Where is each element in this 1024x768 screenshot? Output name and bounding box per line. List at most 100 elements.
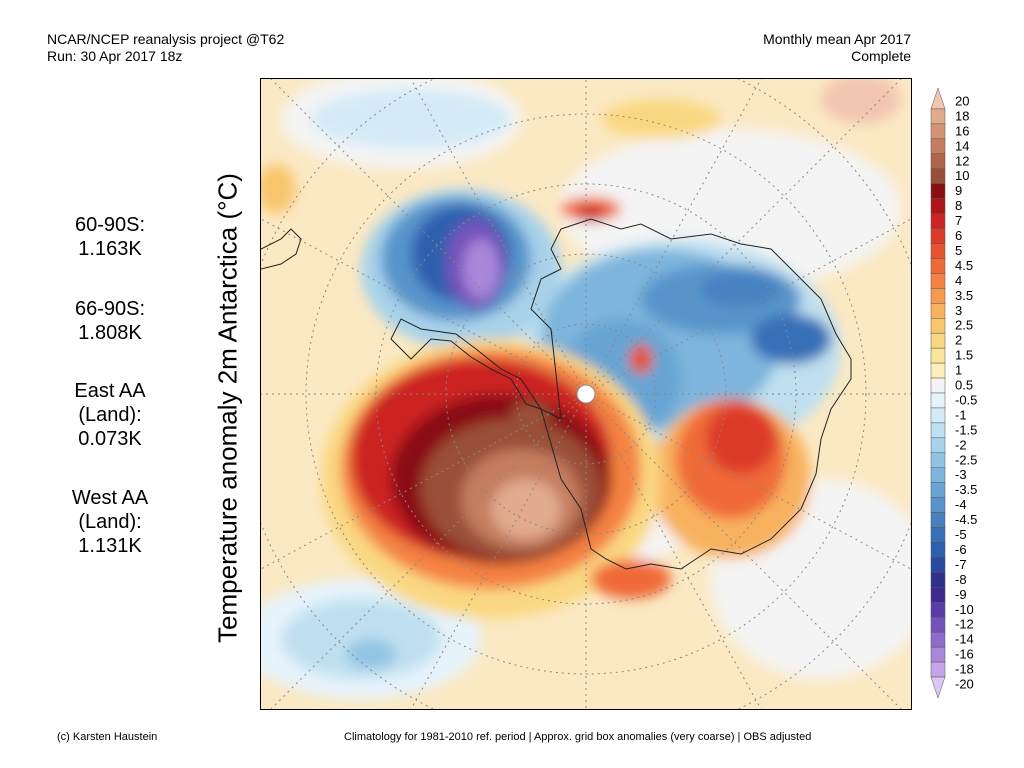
stat-east-aa: East AA (Land): 0.073K (60, 379, 160, 451)
stat-west-aa: West AA (Land): 1.131K (60, 486, 160, 558)
colorbar-swatch (930, 288, 946, 304)
colorbar-tick-label: -9 (955, 587, 967, 602)
period-title: Monthly mean Apr 2017 (763, 31, 911, 47)
colorbar-swatch (930, 542, 946, 558)
header-left: NCAR/NCEP reanalysis project @T62 Run: 3… (47, 31, 284, 65)
south-america-coastline (261, 228, 302, 270)
colorbar-tick-label: 18 (955, 108, 969, 123)
colorbar-tick-label: 4.5 (955, 258, 973, 273)
header-right: Monthly mean Apr 2017 Complete (763, 31, 911, 65)
colorbar-swatch (930, 198, 946, 214)
colorbar-swatch (930, 183, 946, 199)
credit-text: (c) Karsten Haustein (57, 731, 158, 743)
stat-label-sub: (Land): (78, 404, 142, 426)
completeness-status: Complete (851, 48, 911, 64)
colorbar: 201816141210987654.543.532.521.510.5-0.5… (930, 87, 977, 699)
colorbar-swatch (930, 587, 946, 603)
colorbar-tick-label: 3 (955, 303, 962, 318)
colorbar-tick-label: 5 (955, 243, 962, 258)
colorbar-swatch (930, 303, 946, 319)
colorbar-tick-label: -1 (955, 407, 967, 422)
colorbar-swatch (930, 482, 946, 498)
anomaly-map (260, 78, 912, 710)
stat-value: 1.131K (78, 535, 142, 557)
colorbar-tick-label: -6 (955, 542, 967, 557)
colorbar-tick-label: 3.5 (955, 288, 973, 303)
colorbar-tick-label: 16 (955, 123, 969, 138)
colorbar-tick-label: 1.5 (955, 348, 973, 363)
colorbar-swatch (930, 108, 946, 125)
stat-60-90s: 60-90S: 1.163K (60, 213, 160, 261)
colorbar-tick-label: 12 (955, 153, 969, 168)
colorbar-tick-label: -1.5 (955, 422, 977, 437)
stat-value: 1.163K (78, 238, 142, 260)
colorbar-swatch (930, 497, 946, 513)
colorbar-tick-label: 0.5 (955, 378, 973, 393)
colorbar-tick-label: -18 (955, 662, 974, 677)
colorbar-swatch (930, 467, 946, 483)
stat-label-sub: (Land): (78, 511, 142, 533)
colorbar-swatch (930, 407, 946, 424)
colorbar-swatch (930, 661, 946, 678)
stat-label: 60-90S: (74, 214, 146, 236)
colorbar-tick-label: -8 (955, 572, 967, 587)
colorbar-swatch (930, 243, 946, 259)
stat-label: East AA (74, 380, 146, 402)
colorbar-tick-label: 4 (955, 273, 962, 288)
colorbar-swatch (930, 228, 946, 244)
stat-value: 1.808K (78, 322, 142, 344)
stat-label: West AA (71, 487, 149, 509)
colorbar-tick-label: -3 (955, 467, 967, 482)
colorbar-tick-label: 9 (955, 183, 962, 198)
colorbar-swatch (930, 123, 946, 140)
colorbar-tick-label: -5 (955, 527, 967, 542)
colorbar-swatch (930, 318, 946, 334)
colorbar-swatch (930, 87, 946, 110)
colorbar-tick-label: 2.5 (955, 318, 973, 333)
antarctica-coastline (390, 218, 852, 570)
colorbar-swatch (930, 646, 946, 663)
colorbar-swatch (930, 422, 946, 439)
stat-value: 0.073K (78, 428, 142, 450)
colorbar-swatch (930, 512, 946, 528)
colorbar-swatch (930, 362, 946, 379)
map-variable-label: Temperature anomaly 2m Antarctica (°C) (212, 173, 243, 643)
stat-66-90s: 66-90S: 1.808K (60, 297, 160, 345)
colorbar-tick-label: -3.5 (955, 482, 977, 497)
graticule (261, 79, 911, 709)
footnote-text: Climatology for 1981-2010 ref. period | … (344, 731, 812, 743)
colorbar-swatch (930, 557, 946, 573)
colorbar-tick-label: -4 (955, 497, 967, 512)
colorbar-swatch (930, 602, 946, 618)
colorbar-tick-label: 2 (955, 333, 962, 348)
run-time: Run: 30 Apr 2017 18z (47, 48, 183, 64)
colorbar-tick-label: -7 (955, 557, 967, 572)
colorbar-tick-label: -2 (955, 437, 967, 452)
colorbar-tick-label: -2.5 (955, 452, 977, 467)
colorbar-swatch (930, 631, 946, 648)
anomaly-field (261, 79, 911, 699)
colorbar-swatch (930, 168, 946, 184)
colorbar-swatch (930, 258, 946, 274)
colorbar-tick-label: -16 (955, 647, 974, 662)
colorbar-tick-label: -10 (955, 602, 974, 617)
colorbar-swatch (930, 332, 946, 349)
colorbar-tick-label: 8 (955, 198, 962, 213)
colorbar-tick-label: 20 (955, 93, 969, 108)
colorbar-swatch (930, 153, 946, 170)
colorbar-tick-label: 14 (955, 138, 969, 153)
colorbar-swatch (930, 347, 946, 364)
colorbar-tick-label: -0.5 (955, 392, 977, 407)
colorbar-tick-label: 10 (955, 168, 969, 183)
colorbar-swatch (930, 527, 946, 543)
map-canvas (261, 79, 911, 709)
colorbar-tick-label: -12 (955, 617, 974, 632)
colorbar-swatch (930, 273, 946, 289)
colorbar-swatch (930, 213, 946, 229)
stat-label: 66-90S: (74, 298, 146, 320)
colorbar-tick-label: 1 (955, 363, 962, 378)
colorbar-swatch (930, 437, 946, 454)
colorbar-tick-label: -4.5 (955, 512, 977, 527)
colorbar-swatch (930, 676, 946, 699)
south-pole-marker (576, 384, 596, 404)
